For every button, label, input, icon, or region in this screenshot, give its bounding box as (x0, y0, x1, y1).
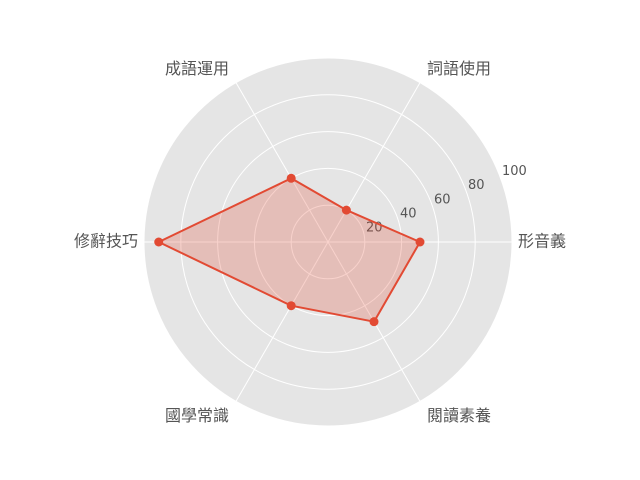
tick-label-100: 100 (502, 164, 527, 179)
category-label: 閱讀素養 (427, 406, 491, 425)
data-point (341, 205, 351, 215)
category-label: 形音義 (518, 232, 566, 251)
category-label: 國學常識 (165, 406, 229, 425)
category-label: 修辭技巧 (74, 232, 138, 251)
category-label: 詞語使用 (427, 59, 491, 78)
data-point (415, 237, 425, 247)
data-point (286, 301, 296, 311)
tick-label-80: 80 (468, 178, 485, 193)
series-group (154, 173, 425, 327)
spoke-line (327, 82, 421, 243)
spoke-line (235, 241, 329, 402)
category-label: 成語運用 (165, 59, 229, 78)
data-point (369, 317, 379, 327)
tick-label-60: 60 (434, 192, 451, 207)
spoke-line (235, 82, 329, 243)
data-point (286, 173, 296, 183)
data-point (154, 237, 164, 247)
tick-label-40: 40 (400, 206, 417, 221)
